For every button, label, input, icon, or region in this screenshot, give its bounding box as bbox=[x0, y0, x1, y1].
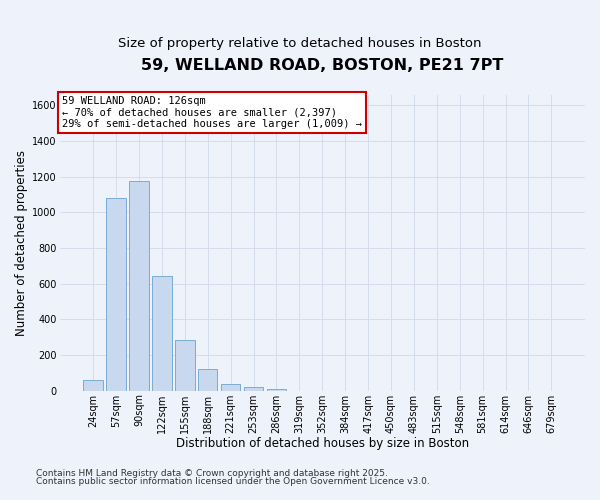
Title: 59, WELLAND ROAD, BOSTON, PE21 7PT: 59, WELLAND ROAD, BOSTON, PE21 7PT bbox=[141, 58, 503, 72]
Bar bbox=[175, 340, 194, 390]
Text: Contains public sector information licensed under the Open Government Licence v3: Contains public sector information licen… bbox=[36, 477, 430, 486]
Bar bbox=[106, 198, 126, 390]
Text: 59 WELLAND ROAD: 126sqm
← 70% of detached houses are smaller (2,397)
29% of semi: 59 WELLAND ROAD: 126sqm ← 70% of detache… bbox=[62, 96, 362, 129]
X-axis label: Distribution of detached houses by size in Boston: Distribution of detached houses by size … bbox=[176, 437, 469, 450]
Bar bbox=[83, 380, 103, 390]
Bar bbox=[221, 384, 241, 390]
Bar bbox=[152, 276, 172, 390]
Bar bbox=[198, 369, 217, 390]
Text: Size of property relative to detached houses in Boston: Size of property relative to detached ho… bbox=[118, 38, 482, 51]
Bar bbox=[244, 387, 263, 390]
Bar bbox=[129, 181, 149, 390]
Text: Contains HM Land Registry data © Crown copyright and database right 2025.: Contains HM Land Registry data © Crown c… bbox=[36, 468, 388, 477]
Y-axis label: Number of detached properties: Number of detached properties bbox=[15, 150, 28, 336]
